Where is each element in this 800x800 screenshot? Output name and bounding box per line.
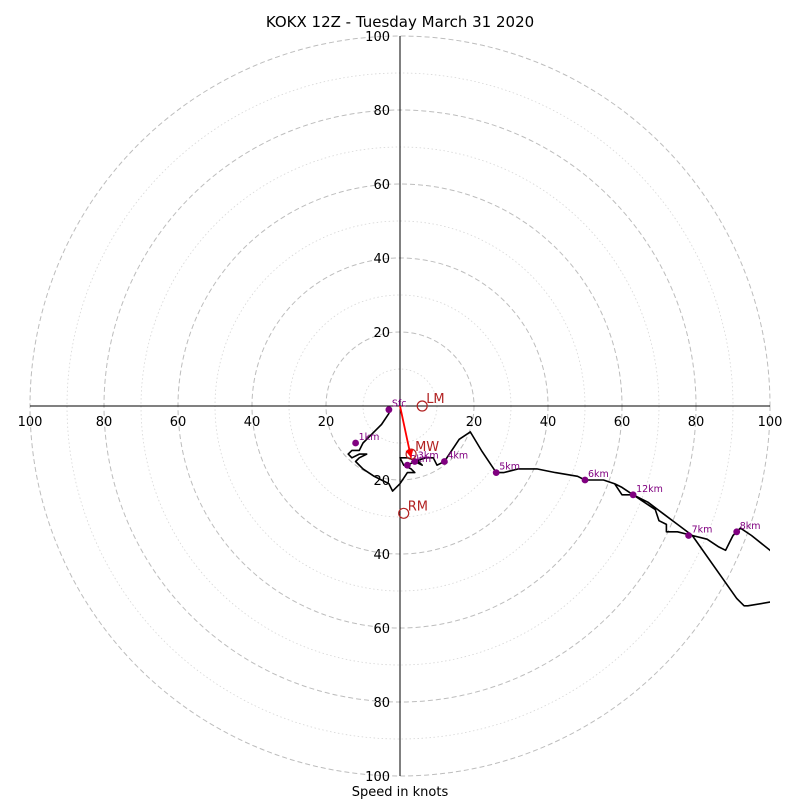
y-tick-label-top: 60	[373, 178, 390, 193]
height-marker-5km	[492, 469, 500, 476]
x-tick-label: 100	[758, 415, 783, 430]
height-marker-12km	[629, 491, 637, 499]
x-axis-label: Speed in knots	[352, 785, 449, 800]
height-marker-Sfc	[385, 406, 393, 414]
height-marker-8km	[733, 528, 741, 536]
y-tick-label-bottom: 20	[373, 474, 390, 489]
height-marker-6km	[581, 476, 589, 484]
height-label-Sfc: Sfc	[392, 399, 407, 410]
height-label-1km: 1km	[359, 432, 380, 443]
y-tick-label-top: 20	[373, 326, 390, 341]
height-label-8km: 8km	[740, 521, 761, 532]
storm-label-MW: MW	[415, 440, 439, 455]
storm-label-RM: RM	[408, 499, 428, 514]
storm-label-LM: LM	[426, 392, 444, 407]
height-label-4km: 4km	[447, 451, 468, 462]
tick-labels: 100 80 60 40 20 20 40 60 80 100 20 40 60 80 100 20 40 60 8…	[18, 30, 783, 785]
x-tick-label: 40	[244, 415, 261, 430]
y-tick-label-top: 100	[365, 30, 390, 45]
height-marker-1km	[352, 439, 359, 447]
x-tick-label: 100	[18, 415, 43, 430]
storm-marker-RM	[398, 507, 410, 519]
y-tick-label-top: 40	[373, 252, 390, 267]
storm-motion-markers: LM MW RM	[398, 392, 445, 519]
y-tick-label-bottom: 80	[373, 696, 390, 711]
storm-marker-LM	[416, 400, 428, 412]
y-tick-label-top: 80	[373, 104, 390, 119]
height-marker-4km	[441, 458, 448, 465]
x-tick-label: 20	[466, 415, 483, 430]
y-tick-label-bottom: 40	[373, 548, 390, 563]
height-marker-7km	[685, 532, 692, 539]
x-tick-label: 60	[170, 415, 187, 430]
x-tick-label: 40	[540, 415, 557, 430]
x-tick-label: 80	[688, 415, 705, 430]
height-label-2km: 2km	[410, 454, 431, 465]
height-marker-2km	[404, 461, 411, 469]
height-label-6km: 6km	[588, 469, 609, 480]
x-tick-label: 20	[318, 415, 335, 430]
height-marker-3km	[411, 458, 419, 465]
storm-marker-MW	[405, 448, 417, 460]
height-label-3km: 3km	[418, 451, 439, 462]
y-tick-label-bottom: 60	[373, 622, 390, 637]
shear-vector-line	[399, 405, 412, 458]
shear-vector-arrowhead	[405, 449, 414, 458]
x-tick-label: 60	[614, 415, 631, 430]
height-label-5km: 5km	[499, 462, 520, 473]
x-tick-label: 80	[96, 415, 113, 430]
chart-title: KOKX 12Z - Tuesday March 31 2020	[266, 13, 534, 31]
y-tick-label-bottom: 100	[365, 770, 390, 785]
height-label-7km: 7km	[692, 525, 713, 536]
height-label-12km: 12km	[636, 484, 663, 495]
